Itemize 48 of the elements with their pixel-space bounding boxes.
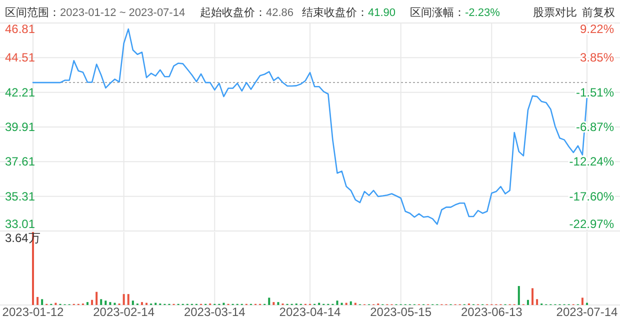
text: 前复权	[582, 7, 615, 19]
bar	[109, 302, 112, 305]
y-tick-label: 46.81	[5, 22, 36, 36]
bar	[532, 288, 534, 305]
bar	[581, 298, 584, 305]
bar	[536, 299, 538, 305]
bar	[36, 296, 39, 305]
bar	[132, 300, 134, 305]
bar	[41, 299, 44, 305]
text: 股票对比	[533, 6, 577, 19]
x-tick-label: 2023-01-12	[2, 305, 64, 319]
bar	[91, 300, 94, 305]
x-tick-label: 2023-04-14	[279, 305, 342, 319]
x-tick-label: 2023-02-14	[93, 305, 155, 319]
y-tick-label: 37.61	[5, 154, 36, 169]
bar	[100, 299, 102, 305]
y2-tick-label: -12.24%	[569, 154, 614, 169]
bar	[272, 302, 275, 305]
x-tick-label: 2023-03-14	[184, 305, 246, 319]
text: 区间涨幅：-2.23%	[410, 7, 500, 19]
text: 区间范围：2023-01-12 ~ 2023-07-14	[5, 6, 186, 19]
y2-tick-label: -1.51%	[576, 85, 614, 100]
y2-tick-label: -22.97%	[569, 217, 614, 231]
x-tick-label: 2023-07-14	[556, 305, 618, 319]
bar	[104, 300, 107, 305]
bar	[268, 298, 270, 305]
y-tick-label: 39.91	[5, 120, 36, 134]
bar	[140, 302, 143, 305]
y2-tick-label: -17.60%	[569, 189, 614, 204]
y-tick-label: 33.01	[5, 217, 36, 231]
x-tick-label: 2023-06-13	[460, 305, 523, 319]
bar	[526, 300, 529, 305]
y2-tick-label: 3.85%	[580, 50, 614, 65]
bar	[277, 302, 280, 305]
bar	[350, 301, 352, 305]
text: 起始收盘价：42.86	[200, 7, 294, 19]
bar	[122, 294, 125, 305]
x-tick-label: 2023-05-15	[370, 305, 432, 319]
y-tick-label: 35.31	[5, 189, 36, 204]
bar	[127, 294, 130, 305]
bar	[518, 286, 520, 305]
bar	[96, 292, 98, 305]
bar	[86, 302, 88, 305]
y2-tick-label: 9.22%	[580, 22, 614, 36]
text: 结束收盘价：41.90	[302, 6, 396, 19]
bar	[336, 300, 338, 305]
y-tick-label: 42.21	[5, 85, 36, 100]
y-tick-label: 44.51	[5, 50, 36, 65]
